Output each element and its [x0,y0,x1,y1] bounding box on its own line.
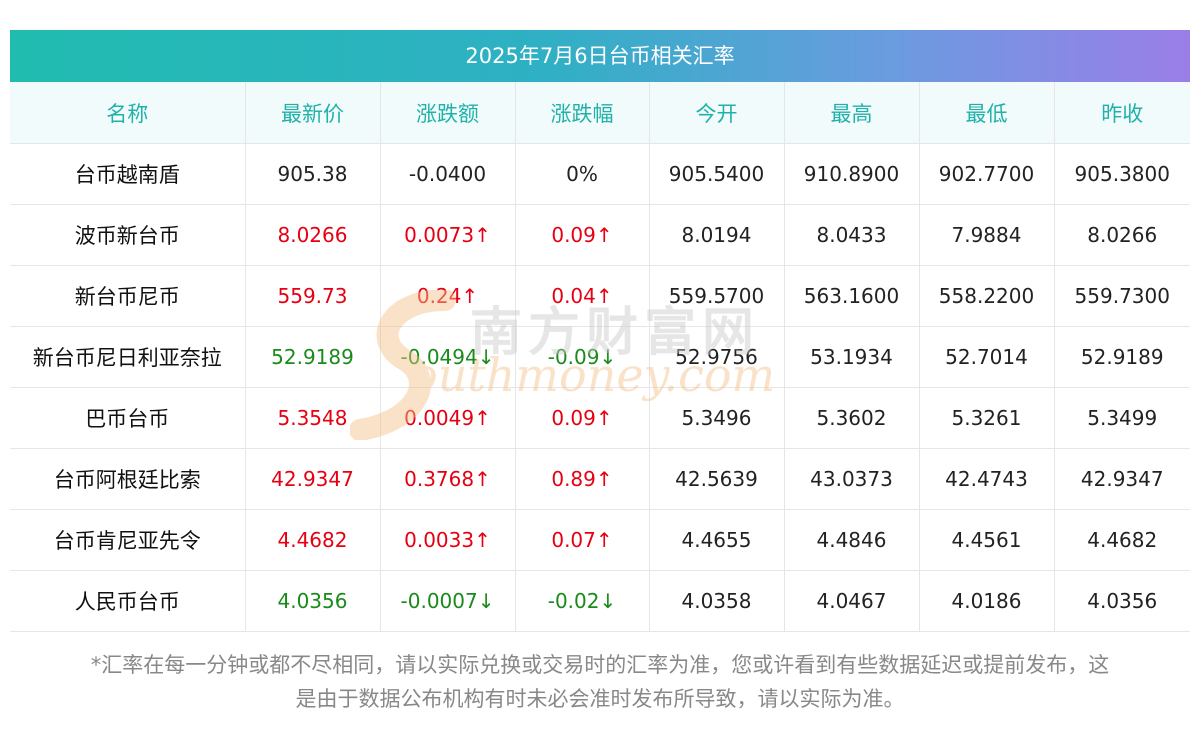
table-row: 台币肯尼亚先令 4.4682 0.0033↑ 0.07↑ 4.4655 4.4846 4.4… [10,509,1190,571]
cell-latest: 5.3548 [245,387,381,449]
cell-pct: 0.04↑ [515,265,650,327]
cell-close: 4.0356 [1087,589,1158,613]
cell-low: 7.9884 [919,204,1055,266]
column-header-change: 涨跌额 [380,82,516,144]
cell-change: 0.0049↑ [380,387,516,449]
rate-table: 名称 最新价 涨跌额 涨跌幅 今开 最高 最低 昨收 台币越南盾 905.38 -0… [10,82,1190,632]
table-header-row: 名称 最新价 涨跌额 涨跌幅 今开 最高 最低 昨收 [10,82,1190,144]
cell-open: 5.3496 [649,387,785,449]
cell-close: 559.7300 [1074,284,1170,308]
cell-name: 台币肯尼亚先令 [10,509,246,571]
cell-high: 43.0373 [784,448,920,510]
cell-close: 8.0266 [1087,223,1158,247]
column-header-name: 名称 [10,82,246,144]
cell-latest: 42.9347 [245,448,381,510]
cell-latest: 559.73 [245,265,381,327]
cell-change: 0.0073↑ [380,204,516,266]
cell-high: 4.0467 [784,570,920,632]
column-header-pct: 涨跌幅 [515,82,650,144]
table-row: 台币越南盾 905.38 -0.0400 0% 905.5400 910.8900 902.… [10,143,1190,205]
cell-low: 4.4561 [919,509,1055,571]
cell-high: 910.8900 [784,143,920,205]
cell-close: 52.9189 [1080,345,1164,369]
cell-low: 558.2200 [919,265,1055,327]
column-header-open: 今开 [649,82,785,144]
rate-table-card: 2025年7月6日台币相关汇率 名称 最新价 涨跌额 涨跌幅 今开 最高 最低 … [10,30,1190,632]
cell-latest: 52.9189 [245,326,381,388]
column-header-latest: 最新价 [245,82,381,144]
column-header-close: 昨收 [1101,101,1144,126]
cell-change: -0.0007↓ [380,570,516,632]
cell-name: 台币阿根廷比索 [10,448,246,510]
cell-open: 42.5639 [649,448,785,510]
cell-close: 5.3499 [1087,406,1158,430]
cell-latest: 4.0356 [245,570,381,632]
cell-pct: 0.09↑ [515,387,650,449]
cell-close: 905.3800 [1074,162,1170,186]
cell-pct: -0.02↓ [515,570,650,632]
cell-name: 新台币尼日利亚奈拉 [10,326,246,388]
table-row: 人民币台币 4.0356 -0.0007↓ -0.02↓ 4.0358 4.0467 4.0… [10,570,1190,632]
cell-close: 4.4682 [1087,528,1158,552]
cell-open: 905.5400 [649,143,785,205]
cell-name: 台币越南盾 [10,143,246,205]
cell-open: 4.4655 [649,509,785,571]
cell-low: 902.7700 [919,143,1055,205]
column-header-high: 最高 [784,82,920,144]
cell-high: 8.0433 [784,204,920,266]
column-header-low: 最低 [919,82,1055,144]
cell-low: 4.0186 [919,570,1055,632]
cell-high: 5.3602 [784,387,920,449]
cell-open: 8.0194 [649,204,785,266]
cell-pct: 0.09↑ [515,204,650,266]
cell-latest: 8.0266 [245,204,381,266]
disclaimer-note: *汇率在每一分钟或都不尽相同，请以实际兑换或交易时的汇率为准，您或许看到有些数据… [10,648,1190,716]
cell-close: 42.9347 [1080,467,1164,491]
table-row: 波币新台币 8.0266 0.0073↑ 0.09↑ 8.0194 8.0433 7.988… [10,204,1190,266]
table-row: 新台币尼日利亚奈拉 52.9189 -0.0494↓ -0.09↓ 52.9756 53.… [10,326,1190,388]
cell-pct: -0.09↓ [515,326,650,388]
cell-name: 巴币台币 [10,387,246,449]
cell-latest: 905.38 [245,143,381,205]
cell-pct: 0% [515,143,650,205]
table-row: 巴币台币 5.3548 0.0049↑ 0.09↑ 5.3496 5.3602 5.3261… [10,387,1190,449]
cell-low: 52.7014 [919,326,1055,388]
cell-pct: 0.07↑ [515,509,650,571]
table-title: 2025年7月6日台币相关汇率 [10,30,1190,82]
disclaimer-line-1: *汇率在每一分钟或都不尽相同，请以实际兑换或交易时的汇率为准，您或许看到有些数据… [90,653,1110,677]
cell-high: 4.4846 [784,509,920,571]
cell-open: 4.0358 [649,570,785,632]
cell-pct: 0.89↑ [515,448,650,510]
table-row: 台币阿根廷比索 42.9347 0.3768↑ 0.89↑ 42.5639 43.0373… [10,448,1190,510]
cell-change: -0.0494↓ [380,326,516,388]
cell-change: 0.24↑ [380,265,516,327]
cell-name: 波币新台币 [10,204,246,266]
cell-high: 53.1934 [784,326,920,388]
disclaimer-line-2: 是由于数据公布机构有时未必会准时发布所导致，请以实际为准。 [295,687,905,711]
cell-open: 559.5700 [649,265,785,327]
cell-change: -0.0400 [380,143,516,205]
cell-name: 新台币尼币 [10,265,246,327]
cell-change: 0.0033↑ [380,509,516,571]
table-row: 新台币尼币 559.73 0.24↑ 0.04↑ 559.5700 563.1600 558… [10,265,1190,327]
cell-low: 42.4743 [919,448,1055,510]
cell-high: 563.1600 [784,265,920,327]
cell-open: 52.9756 [649,326,785,388]
cell-low: 5.3261 [919,387,1055,449]
cell-change: 0.3768↑ [380,448,516,510]
cell-name: 人民币台币 [10,570,246,632]
cell-latest: 4.4682 [245,509,381,571]
